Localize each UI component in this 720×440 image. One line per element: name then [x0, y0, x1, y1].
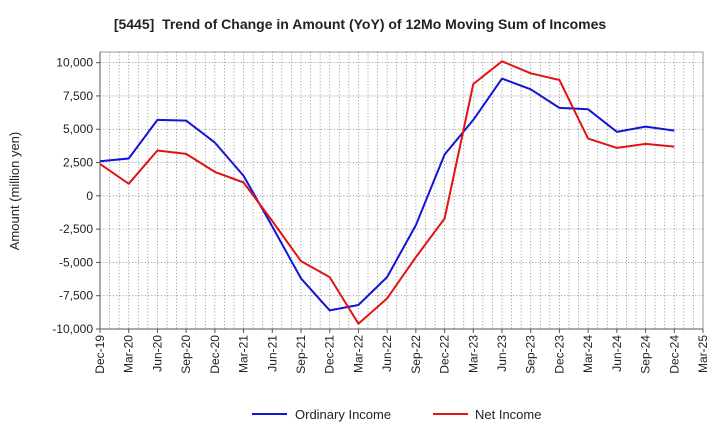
x-tick-label: Dec-24	[667, 335, 681, 374]
x-tick-label: Mar-24	[581, 335, 595, 373]
x-tick-label: Mar-20	[122, 335, 136, 373]
y-tick-label: -10,000	[52, 322, 93, 336]
x-tick-label: Sep-20	[179, 335, 193, 374]
x-tick-label: Mar-25	[696, 335, 710, 373]
y-tick-label: -7,500	[59, 289, 93, 303]
y-axis-title: Amount (million yen)	[7, 132, 22, 251]
chart-title: [5445] Trend of Change in Amount (YoY) o…	[113, 16, 607, 32]
x-tick-label: Sep-24	[639, 335, 653, 374]
x-tick-label: Sep-22	[409, 335, 423, 374]
y-tick-label: -5,000	[59, 255, 93, 269]
series-line-ordinary-income	[99, 77, 675, 312]
x-tick-label: Dec-19	[93, 335, 107, 374]
axes: 10,000 7,500 5,000 2,500 0 -2,500 -5,000 -7,500…	[52, 52, 710, 374]
x-tick-label: Dec-23	[552, 335, 566, 374]
y-tick-label: 10,000	[56, 56, 93, 70]
x-tick-label: Dec-22	[438, 335, 452, 374]
x-tick-label: Jun-20	[150, 335, 164, 372]
x-tick-label: Jun-23	[495, 335, 509, 372]
y-tick-label: 0	[86, 189, 93, 203]
x-tick-label: Dec-20	[208, 335, 222, 374]
x-tick-label: Dec-21	[323, 335, 337, 374]
grid	[100, 52, 703, 330]
legend: Ordinary Income Net Income	[252, 407, 541, 422]
y-tick-label: 5,000	[63, 122, 93, 136]
x-tick-label: Jun-22	[380, 335, 394, 372]
x-tick-label: Sep-23	[524, 335, 538, 374]
x-tick-label: Jun-21	[265, 335, 279, 372]
y-tick-label: 7,500	[63, 89, 93, 103]
x-tick-label: Mar-22	[351, 335, 365, 373]
x-tick-label: Mar-23	[466, 335, 480, 373]
x-tick-label: Sep-21	[294, 335, 308, 374]
series-lines	[99, 60, 675, 325]
legend-label-ordinary-income: Ordinary Income	[295, 407, 391, 422]
x-tick-label: Mar-21	[237, 335, 251, 373]
legend-label-net-income: Net Income	[475, 407, 541, 422]
y-tick-label: -2,500	[59, 222, 93, 236]
y-tick-label: 2,500	[63, 156, 93, 170]
series-line-net-income	[99, 60, 675, 325]
x-tick-label: Jun-24	[610, 335, 624, 372]
plot-area	[99, 51, 704, 330]
